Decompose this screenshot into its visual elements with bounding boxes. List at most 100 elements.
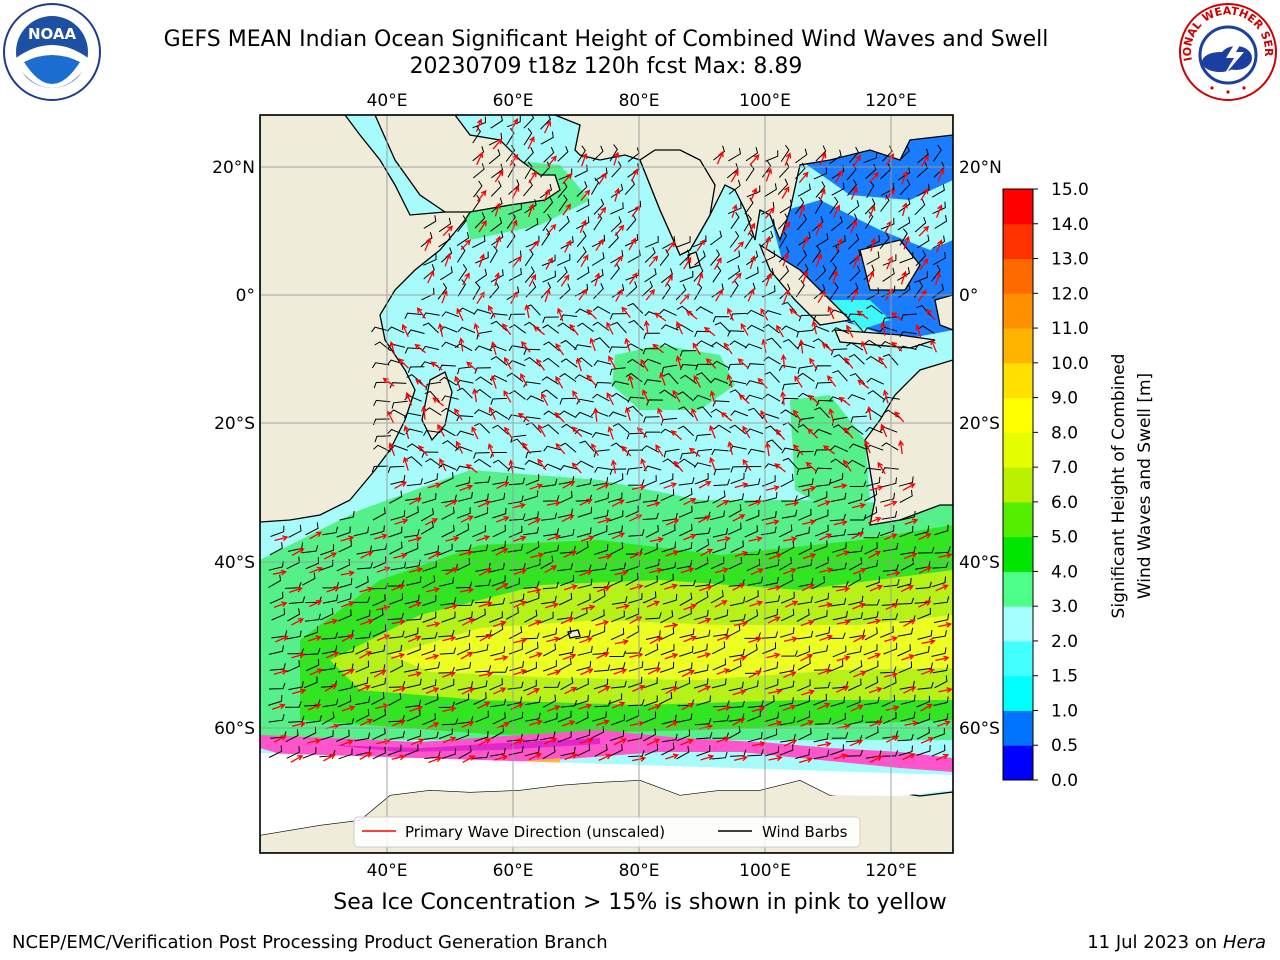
wave-direction-arrow <box>613 668 628 675</box>
wind-barb <box>628 699 645 707</box>
wind-barb <box>525 712 541 722</box>
wind-barb <box>695 591 709 605</box>
wave-direction-arrow <box>632 685 646 693</box>
colorbar-tick-label: 11.0 <box>1051 319 1089 339</box>
wave-direction-arrow <box>709 456 716 471</box>
wind-barb <box>815 265 827 282</box>
wind-barb <box>505 577 520 589</box>
wind-barb <box>458 611 473 622</box>
wind-barb <box>828 396 847 402</box>
wind-barb <box>526 395 545 402</box>
wind-barb <box>711 751 728 760</box>
wave-direction-arrow <box>713 257 722 270</box>
wave-direction-arrow <box>360 718 374 726</box>
wind-barb <box>661 714 677 725</box>
wind-barb <box>593 509 609 520</box>
wave-direction-arrow <box>271 703 286 711</box>
wind-barb <box>729 596 746 607</box>
wind-barb <box>745 146 759 162</box>
wave-direction-arrow <box>655 444 664 457</box>
wind-barb <box>779 556 793 571</box>
colorbar: 0.00.51.01.52.03.04.05.06.07.08.09.010.0… <box>1002 180 1089 791</box>
wind-barb <box>627 358 645 368</box>
wave-direction-arrow <box>477 701 491 710</box>
wave-direction-arrow <box>524 304 531 319</box>
wave-direction-arrow <box>575 357 582 372</box>
wind-barb <box>729 340 747 349</box>
wave-direction-arrow <box>937 168 945 182</box>
wave-direction-arrow <box>488 304 496 318</box>
wind-barb <box>560 699 578 708</box>
wind-barb <box>438 727 453 740</box>
wind-barb <box>421 287 435 301</box>
wave-direction-arrow <box>920 154 929 168</box>
wind-barb <box>387 744 402 756</box>
wave-direction-arrow <box>836 237 843 252</box>
wave-direction-arrow <box>799 757 813 764</box>
wind-barb <box>455 476 471 487</box>
wind-barb <box>593 525 608 537</box>
wind-barb <box>475 665 492 673</box>
wind-barb <box>661 541 676 553</box>
wind-barb <box>728 147 741 162</box>
wind-barb <box>743 214 752 232</box>
wind-barb <box>660 644 675 656</box>
wind-barb <box>441 506 455 520</box>
wind-barb <box>797 596 813 605</box>
wind-barb <box>574 283 589 297</box>
wind-barb <box>880 626 894 638</box>
wind-barb <box>728 700 745 709</box>
wave-direction-arrow <box>555 375 564 389</box>
wind-barb <box>441 524 455 538</box>
wind-barb <box>372 727 386 741</box>
wave-direction-arrow <box>901 202 908 217</box>
wind-barb <box>456 523 470 537</box>
wind-barb <box>457 279 467 297</box>
wind-barb <box>592 305 611 314</box>
wave-direction-arrow <box>683 497 697 506</box>
wind-barb <box>422 713 436 726</box>
wave-direction-arrow <box>560 274 570 287</box>
wind-barb <box>557 181 568 199</box>
wind-barb <box>559 372 577 383</box>
wave-direction-arrow <box>409 566 424 573</box>
wave-direction-arrow <box>291 548 305 556</box>
wind-barb <box>576 460 594 468</box>
wind-barb <box>474 730 489 742</box>
wave-direction-arrow <box>460 239 471 251</box>
wind-barb <box>696 372 712 384</box>
wind-barb <box>814 509 829 521</box>
wave-direction-arrow <box>493 687 507 695</box>
wind-barb <box>525 641 539 655</box>
wave-direction-arrow <box>580 535 595 542</box>
wave-direction-arrow <box>442 706 457 713</box>
wind-barb <box>745 380 764 386</box>
wind-barb <box>813 428 832 435</box>
wind-barb <box>593 678 609 690</box>
wind-barb <box>794 197 805 215</box>
wind-barb <box>830 445 849 453</box>
wind-barb <box>626 493 642 504</box>
colorbar-frame <box>1002 188 1034 781</box>
wave-direction-arrow <box>564 239 572 253</box>
wave-direction-arrow <box>901 654 915 661</box>
wave-direction-arrow <box>714 600 728 608</box>
wind-barb <box>560 574 574 587</box>
wave-direction-arrow <box>528 273 537 287</box>
wave-direction-arrow <box>696 239 706 252</box>
wave-direction-arrow <box>884 533 898 541</box>
wind-barb <box>846 213 858 230</box>
wind-barb <box>881 694 896 707</box>
wind-barb <box>726 250 741 264</box>
wind-barb <box>457 326 476 334</box>
wave-direction-arrow <box>885 705 900 712</box>
wind-barb <box>593 213 603 231</box>
wave-direction-arrow <box>877 461 886 475</box>
wind-barb <box>372 507 386 521</box>
wave-direction-arrow <box>717 705 732 712</box>
wave-direction-arrow <box>783 567 797 575</box>
wave-direction-arrow <box>586 374 597 386</box>
wind-barb <box>609 542 624 555</box>
wind-barb <box>864 339 882 349</box>
